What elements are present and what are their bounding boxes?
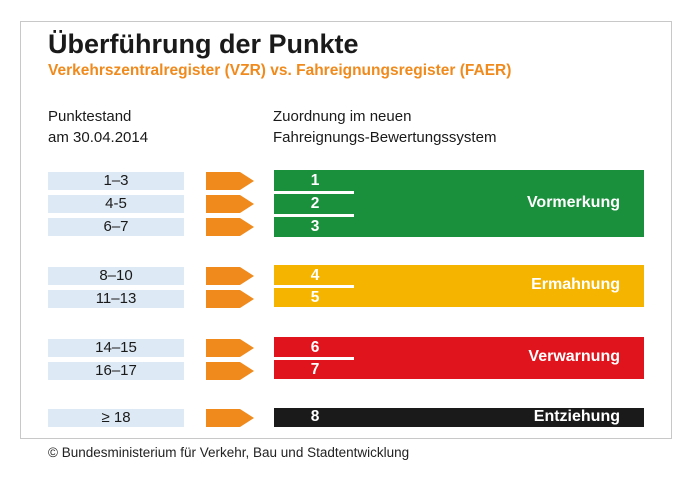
range-cell: 16–17 — [48, 362, 184, 380]
arrow-icon — [206, 195, 254, 213]
diagram-frame — [20, 21, 672, 439]
left-column-header: Punktestand am 30.04.2014 — [48, 106, 148, 148]
arrow-icon — [206, 218, 254, 236]
range-cell: 4-5 — [48, 195, 184, 213]
points-cell: 6 — [310, 339, 320, 356]
band-entziehung: Entziehung — [274, 408, 644, 427]
points-cell: 2 — [310, 195, 320, 212]
range-cell: 11–13 — [48, 290, 184, 308]
range-cell: 1–3 — [48, 172, 184, 190]
row-separator — [274, 214, 354, 217]
band-label-entziehung: Entziehung — [533, 408, 620, 425]
band-label-vormerkung: Vormerkung — [526, 194, 620, 211]
points-cell: 1 — [310, 172, 320, 189]
band-vormerkung: Vormerkung — [274, 170, 644, 237]
arrow-icon — [206, 290, 254, 308]
arrow-icon — [206, 267, 254, 285]
points-cell: 4 — [310, 267, 320, 284]
range-cell: 14–15 — [48, 339, 184, 357]
range-cell: ≥ 18 — [48, 409, 184, 427]
points-cell: 3 — [310, 218, 320, 235]
row-separator — [274, 191, 354, 194]
arrow-icon — [206, 409, 254, 427]
right-header-line-2: Fahreignungs-Bewertungssystem — [273, 129, 497, 146]
left-header-line-1: Punktestand — [48, 108, 132, 125]
row-separator — [274, 357, 354, 360]
range-cell: 8–10 — [48, 267, 184, 285]
row-separator — [274, 285, 354, 288]
arrow-icon — [206, 172, 254, 190]
copyright-credit: © Bundesministerium für Verkehr, Bau und… — [48, 445, 410, 460]
arrow-icon — [206, 362, 254, 380]
range-cell: 6–7 — [48, 218, 184, 236]
page-title: Überführung der Punkte — [48, 29, 359, 59]
arrow-icon — [206, 339, 254, 357]
left-header-line-2: am 30.04.2014 — [48, 129, 149, 146]
right-column-header: Zuordnung im neuen Fahreignungs-Bewertun… — [273, 106, 496, 148]
band-label-ermahnung: Ermahnung — [531, 276, 620, 293]
points-cell: 8 — [310, 408, 320, 425]
page-subtitle: Verkehrszentralregister (VZR) vs. Fahrei… — [48, 62, 512, 79]
band-label-verwarnung: Verwarnung — [528, 348, 620, 365]
points-cell: 5 — [310, 289, 320, 306]
right-header-line-1: Zuordnung im neuen — [273, 108, 412, 125]
points-cell: 7 — [310, 361, 320, 378]
